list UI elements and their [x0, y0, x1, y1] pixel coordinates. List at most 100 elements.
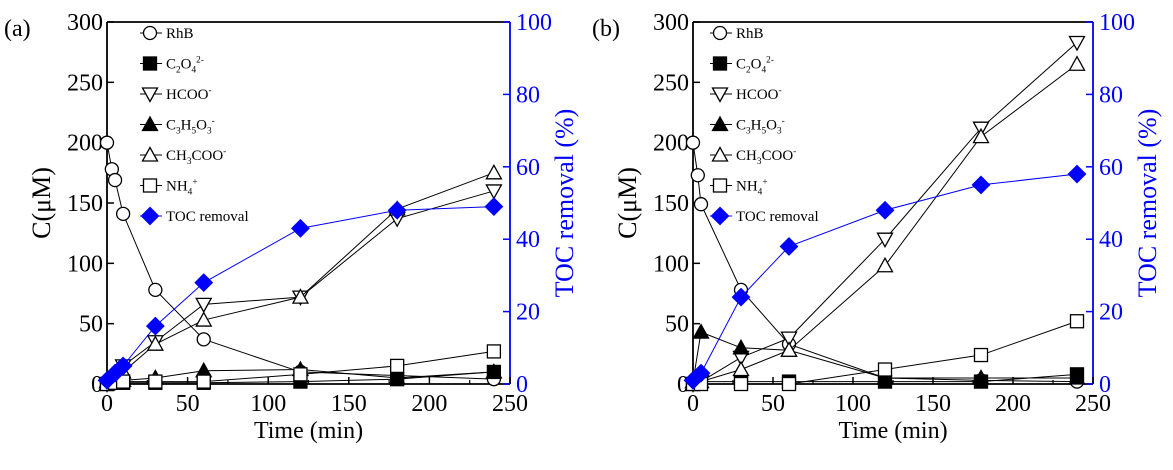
y-tick-label: 200 [67, 131, 103, 157]
legend-marker [144, 179, 157, 192]
legend-marker [143, 148, 158, 162]
legend-text-part: TOC removal [166, 209, 249, 225]
y2-tick-label: 80 [516, 82, 540, 108]
data-point [694, 325, 709, 339]
data-point [101, 136, 114, 149]
legend-text-part: C [166, 57, 176, 73]
data-point [117, 207, 130, 220]
chart-panel-b: 0 50 100 150 200 2500501001502002503000204060… [592, 10, 1162, 444]
y2-tick-label: 60 [516, 155, 540, 181]
y-tick-label: 150 [653, 191, 689, 217]
legend-label: C2O42- [736, 56, 774, 76]
data-point [197, 375, 210, 388]
legend-label: C3H5O3- [736, 117, 785, 137]
y-tick-label: 150 [67, 191, 103, 217]
chart-panel-a: 0 50 100 150 200 2500501001502002503000204060… [4, 10, 579, 444]
legend-label: C3H5O3- [166, 117, 215, 137]
y2-tick-label: 20 [1099, 300, 1123, 326]
y-tick-label: 250 [653, 70, 689, 96]
legend-text-part: C [166, 118, 176, 134]
legend-item: RhB [710, 26, 764, 42]
legend-text-part: - [782, 117, 785, 127]
legend-text-part: H [751, 118, 762, 134]
legend-text-part: 3 [207, 127, 212, 137]
data-point [1069, 166, 1086, 183]
legend-text-part: HCOO [166, 87, 209, 103]
legend-text-part: C [736, 57, 746, 73]
data-point [485, 198, 502, 215]
y2-axis-title: TOC removal (%) [1133, 109, 1162, 298]
legend-label: TOC removal [166, 209, 249, 225]
legend-text-part: - [212, 117, 215, 127]
data-point [486, 165, 501, 179]
y-axis-title: C(μM) [613, 167, 642, 239]
y2-tick-label: 20 [516, 300, 540, 326]
data-point [149, 283, 162, 296]
data-point [1070, 37, 1085, 51]
legend-text-part: O [766, 118, 777, 134]
data-point [783, 378, 796, 391]
legend-item: TOC removal [140, 208, 249, 226]
legend-item: CH3COO- [710, 147, 796, 167]
data-point [197, 333, 210, 346]
legend-item: C2O42- [140, 56, 204, 76]
legend-marker [142, 208, 159, 225]
y2-tick-label: 100 [1099, 10, 1135, 36]
legend-item: HCOO- [140, 86, 212, 103]
legend-text-part: 3 [777, 127, 782, 137]
legend-text-part: 2- [196, 56, 204, 66]
legend-item: HCOO- [710, 86, 782, 103]
legend-marker [713, 148, 728, 162]
x-tick-label: 200 [411, 391, 447, 417]
legend-text-part: O [196, 118, 207, 134]
data-point [735, 378, 748, 391]
y2-tick-label: 40 [1099, 227, 1123, 253]
legend-marker [714, 27, 727, 40]
x-tick-label: 50 [761, 391, 785, 417]
panel-label: (b) [592, 16, 620, 42]
legend-marker [144, 57, 157, 70]
legend-text-part: RhB [736, 26, 764, 42]
legend-text-part: + [192, 178, 197, 188]
data-point [734, 340, 749, 354]
legend-label: C2O42- [166, 56, 204, 76]
x-tick-label: 150 [915, 391, 951, 417]
y2-tick-label: 0 [516, 372, 528, 398]
legend-marker [714, 57, 727, 70]
x-tick-label: 100 [835, 391, 871, 417]
legend-text-part: CH [736, 148, 757, 164]
data-point [196, 298, 211, 312]
legend-item: C2O42- [710, 56, 774, 76]
legend-label: NH4+ [736, 178, 768, 198]
series-line [107, 173, 494, 384]
y-tick-label: 50 [665, 312, 689, 338]
legend-marker [714, 179, 727, 192]
legend-marker [144, 27, 157, 40]
data-point [292, 220, 309, 237]
legend-text-part: - [779, 86, 782, 96]
legend-label: CH3COO- [736, 147, 796, 167]
x-tick-label: 200 [995, 391, 1031, 417]
x-axis-title: Time (min) [254, 418, 363, 444]
legend-text-part: CH [166, 148, 187, 164]
y2-tick-label: 60 [1099, 155, 1123, 181]
legend-item: NH4+ [140, 178, 198, 198]
legend-text-part: - [223, 147, 226, 157]
data-point [687, 136, 700, 149]
data-point [879, 363, 892, 376]
y-tick-label: 100 [653, 251, 689, 277]
legend-text-part: C [736, 118, 746, 134]
data-point [974, 129, 989, 143]
data-point [691, 169, 704, 182]
legend-item: NH4+ [710, 178, 768, 198]
y-tick-label: 300 [653, 10, 689, 36]
legend-label: HCOO- [736, 86, 782, 103]
data-point [695, 198, 708, 211]
data-point [487, 345, 500, 358]
legend: RhBC2O42-HCOO-C3H5O3-CH3COO-NH4+TOC remo… [140, 26, 249, 225]
legend-marker [713, 117, 728, 131]
legend-text-part: O [181, 57, 192, 73]
legend-item: RhB [140, 26, 194, 42]
data-point [391, 359, 404, 372]
panel-label: (a) [4, 16, 31, 42]
